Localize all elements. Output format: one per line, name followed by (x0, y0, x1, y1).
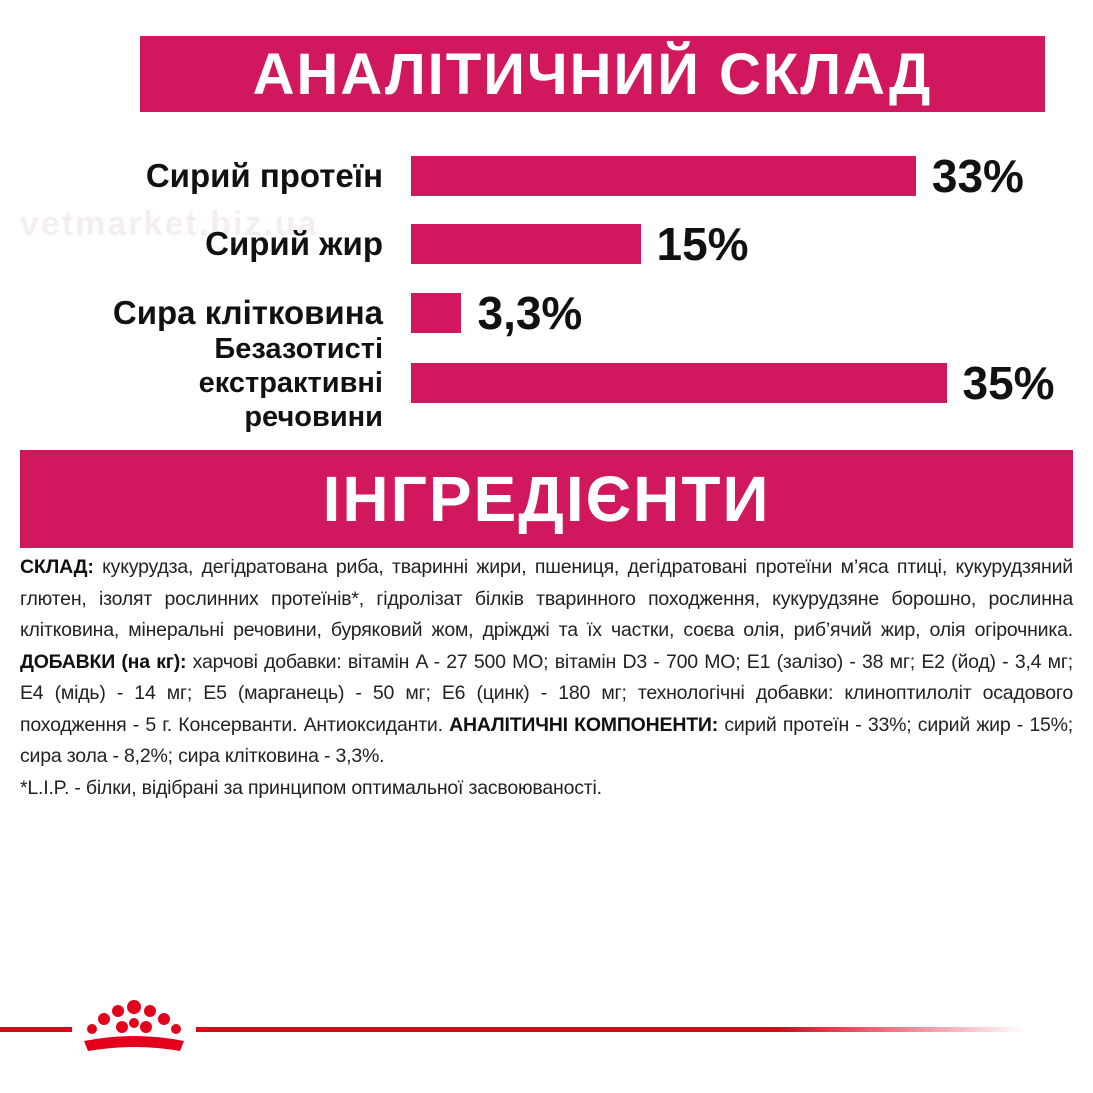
value-label: 33% (931, 150, 1024, 202)
ingredients-text: СКЛАД: кукурудза, дегідратована риба, тв… (20, 552, 1073, 804)
value-label: 35% (962, 357, 1055, 409)
category-label: Сирий жир (205, 225, 383, 262)
crown (84, 1000, 184, 1051)
bar (411, 363, 947, 403)
logo (0, 1000, 1026, 1051)
bar (411, 293, 462, 333)
text: кукурудза, дегідратована риба, тваринні … (20, 556, 1073, 641)
bar (411, 224, 641, 264)
rule (0, 1027, 72, 1032)
value-label: 15% (656, 218, 749, 270)
label: АНАЛІТИЧНІ КОМПОНЕНТИ: (449, 713, 719, 736)
text: сирий протеїн - 33%; сирий жир - 15%; си… (20, 713, 1074, 768)
label: ДОБАВКИ (на кг): (20, 650, 187, 673)
footnote: *L.I.P. - білки, відібрані за принципом … (20, 776, 602, 799)
section-title: ІНГРЕДІЄНТИ (20, 450, 1073, 548)
rule (196, 1027, 1026, 1032)
bar (411, 156, 916, 196)
section-title: АНАЛІТИЧНИЙ СКЛАД (140, 36, 1045, 112)
watermark: vetmarket.biz.ua (20, 205, 319, 243)
value-label: 3,3% (477, 287, 583, 339)
category-label: Безазотисті екстрактивні речовини (198, 333, 383, 433)
category-label: Сирий протеїн (145, 157, 383, 194)
paragraph: СКЛАД: кукурудза, дегідратована риба, тв… (20, 552, 1073, 773)
text: харчові добавки: вітамін A - 27 500 МО; … (20, 650, 1074, 736)
category-label: Сира клітковина (112, 294, 383, 331)
label: СКЛАД: (20, 556, 94, 578)
